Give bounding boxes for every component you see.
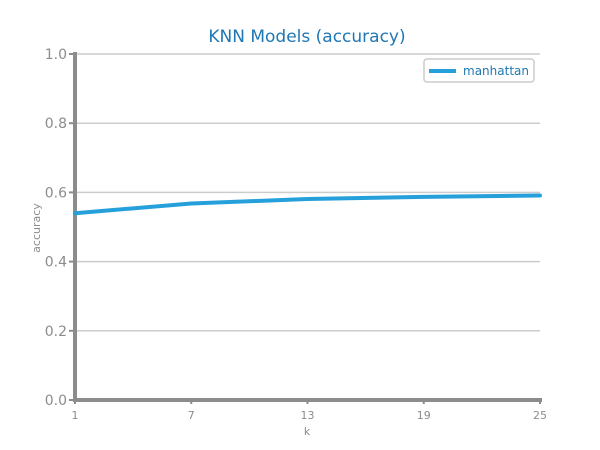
legend: manhattan <box>423 58 535 83</box>
y-tick-label: 0.0 <box>45 393 67 409</box>
y-tick-label: 0.4 <box>45 255 67 271</box>
y-tick-label: 1.0 <box>45 47 67 63</box>
y-axis-label: accuracy <box>30 203 43 253</box>
x-tick-label: 25 <box>533 409 547 422</box>
x-tick-label: 7 <box>188 409 195 422</box>
y-tick-label: 0.2 <box>45 324 67 340</box>
gridlines <box>75 53 540 332</box>
y-tick-label: 0.6 <box>45 185 67 201</box>
series-line-manhattan <box>73 193 542 216</box>
legend-box <box>423 58 535 83</box>
x-tick-label: 1 <box>72 409 79 422</box>
x-axis-ticks: 1 7 13 19 25 <box>72 400 547 422</box>
x-tick-label: 13 <box>301 409 315 422</box>
legend-label-manhattan: manhattan <box>463 64 529 78</box>
x-tick-label: 19 <box>417 409 431 422</box>
axes <box>73 52 542 402</box>
y-tick-label: 0.8 <box>45 116 67 132</box>
y-axis-ticks: 0.0 0.2 0.4 0.6 0.8 1.0 <box>45 47 75 409</box>
series-layer <box>73 193 542 216</box>
x-axis-label: k <box>304 425 311 438</box>
chart-title: KNN Models (accuracy) <box>208 27 405 47</box>
